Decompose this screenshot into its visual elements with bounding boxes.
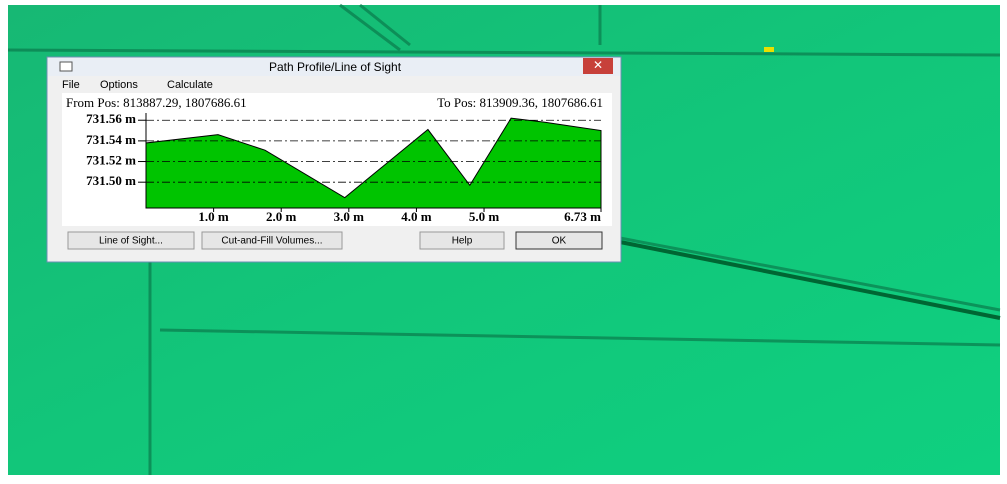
x-tick-label: 2.0 m [266,209,297,224]
to-position: To Pos: 813909.36, 1807686.61 [437,95,603,110]
button-label[interactable]: Cut-and-Fill Volumes... [221,236,322,247]
button[interactable] [515,231,603,250]
x-tick-label: 1.0 m [198,209,229,224]
profile-area [145,117,602,209]
close-icon: ✕ [593,58,603,72]
window-icon [59,61,73,72]
window-title: Path Profile/Line of Sight [269,60,402,74]
menu-item[interactable]: Calculate [167,79,213,91]
menu-item[interactable]: File [62,79,80,91]
dialog: Path Profile/Line of Sight ✕ File Option… [46,56,622,263]
button[interactable] [201,231,343,250]
button-label[interactable]: OK [552,236,567,247]
x-tick-label: 3.0 m [334,209,365,224]
y-tick-label: 731.56 m [86,111,136,126]
marker [764,47,774,52]
terrain-features [7,3,1001,475]
terrain-ditch [619,240,1001,320]
button[interactable] [419,231,505,250]
y-tick-label: 731.52 m [86,153,136,168]
x-tick-label: 6.73 m [564,209,601,224]
button-label[interactable]: Help [452,236,473,247]
button-label[interactable]: Line of Sight... [99,236,163,247]
close-button[interactable] [583,58,613,74]
title-bar [48,58,620,76]
menu-item[interactable]: Options [100,79,138,91]
x-tick-label: 4.0 m [401,209,432,224]
x-tick-label: 5.0 m [469,209,500,224]
y-tick-label: 731.54 m [86,132,136,147]
button[interactable] [67,231,195,250]
profile-chart: 731.50 m 731.52 m 731.54 m 731.56 m 1.0 m 2.0… [86,111,602,224]
y-tick-label: 731.50 m [86,173,136,188]
from-position: From Pos: 813887.29, 1807686.61 [66,95,247,110]
